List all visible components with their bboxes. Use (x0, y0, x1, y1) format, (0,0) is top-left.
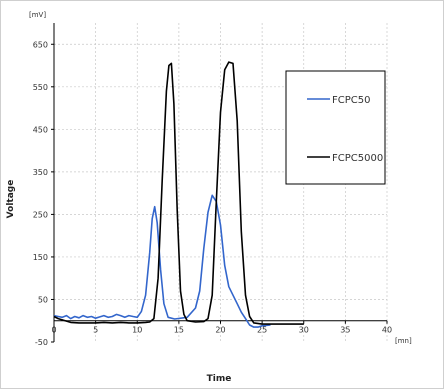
x-tick-label: 10 (132, 326, 142, 335)
x-tick-label: 15 (174, 326, 184, 335)
y-tick-label: 550 (33, 83, 48, 92)
y-tick-label: -50 (35, 338, 48, 347)
series-line-fcpc5000 (53, 61, 304, 325)
x-tick-label: 20 (215, 326, 225, 335)
x-tick-label: 25 (257, 326, 267, 335)
x-tick-label: 35 (340, 326, 350, 335)
legend-label-fcpc5000: FCPC5000 (332, 153, 383, 164)
x-tick-label: 40 (382, 326, 392, 335)
legend: FCPC50 FCPC5000 (285, 70, 386, 185)
y-tick-label: 450 (33, 125, 48, 134)
x-tick-label: 5 (93, 326, 98, 335)
series-line-fcpc50 (53, 194, 271, 328)
axis-labels: [mV] [mn] Time Voltage (6, 11, 412, 384)
y-axis-unit: [mV] (29, 11, 46, 19)
series-group (53, 61, 304, 328)
y-tick-label: 150 (33, 253, 48, 262)
x-tick-label: 30 (299, 326, 309, 335)
y-tick-label: 250 (33, 210, 48, 219)
y-axis-title: Voltage (6, 180, 16, 219)
y-tick-label: 50 (38, 295, 48, 304)
x-axis-title: Time (207, 374, 232, 384)
legend-box (285, 70, 386, 185)
y-tick-label: 350 (33, 168, 48, 177)
y-tick-label: 650 (33, 40, 48, 49)
legend-label-fcpc50: FCPC50 (332, 95, 370, 106)
x-axis-unit: [mn] (395, 337, 412, 345)
